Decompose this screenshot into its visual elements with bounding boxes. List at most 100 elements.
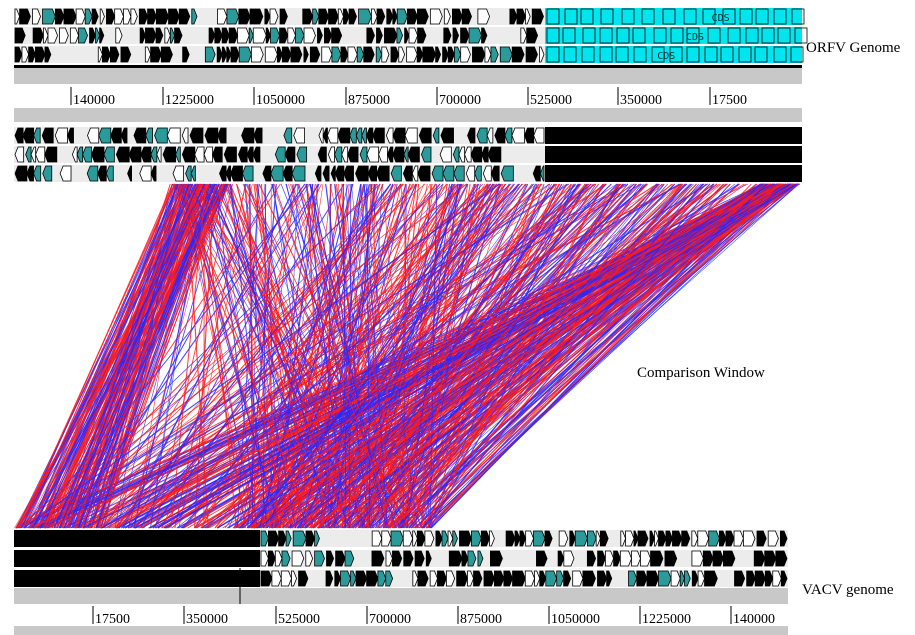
right-arrow-icon <box>221 27 230 44</box>
right-arrow-icon <box>684 570 691 587</box>
cds-feature-box <box>580 8 594 25</box>
match-line <box>369 183 563 529</box>
right-arrow-icon <box>442 46 449 63</box>
right-arrow-icon <box>326 550 335 567</box>
right-arrow-icon <box>216 46 223 63</box>
cds-feature-box <box>773 8 787 25</box>
left-arrow-icon <box>452 146 460 163</box>
right-arrow-icon <box>424 530 435 547</box>
match-line <box>253 183 605 529</box>
right-arrow-icon <box>343 8 350 25</box>
right-arrow-icon <box>264 8 271 25</box>
right-arrow-icon <box>725 530 735 547</box>
right-arrow-icon <box>191 8 198 25</box>
right-arrow-icon <box>226 8 240 25</box>
left-arrow-icon <box>318 127 324 144</box>
left-arrow-icon <box>189 127 204 144</box>
match-line <box>310 183 794 529</box>
right-arrow-icon <box>260 570 273 587</box>
left-arrow-icon <box>322 165 330 182</box>
cds-feature-box <box>599 27 613 44</box>
right-arrow-icon <box>42 8 56 25</box>
right-arrow-icon <box>120 46 132 63</box>
left-arrow-icon <box>175 146 181 163</box>
right-arrow-icon <box>544 530 553 547</box>
left-arrow-icon <box>314 165 322 182</box>
cds-feature-box <box>562 27 576 44</box>
match-line <box>80 183 275 529</box>
right-arrow-icon <box>264 46 278 63</box>
orfv-track-baseline <box>14 65 802 68</box>
right-arrow-icon <box>150 46 162 63</box>
right-arrow-icon <box>597 550 606 567</box>
match-line <box>206 183 768 529</box>
right-arrow-icon <box>249 8 264 25</box>
right-arrow-icon <box>574 530 588 547</box>
right-arrow-icon <box>697 530 710 547</box>
right-arrow-icon <box>291 570 297 587</box>
right-arrow-icon <box>473 570 483 587</box>
left-arrow-icon <box>366 146 380 163</box>
right-arrow-icon <box>305 530 316 547</box>
orfv-ruler-bar <box>14 68 802 84</box>
left-arrow-icon <box>110 127 122 144</box>
match-line <box>408 183 704 529</box>
left-arrow-icon <box>464 146 472 163</box>
match-line <box>427 183 605 529</box>
cds-feature-box <box>745 27 759 44</box>
right-arrow-icon <box>664 550 678 567</box>
left-arrow-icon <box>539 165 545 182</box>
left-arrow-icon <box>42 165 53 182</box>
match-line <box>428 183 574 529</box>
cds-feature-box <box>773 46 787 63</box>
left-arrow-icon <box>482 165 492 182</box>
match-line <box>32 183 216 529</box>
left-arrow-icon <box>14 127 24 144</box>
right-arrow-icon <box>102 46 111 63</box>
right-arrow-icon <box>460 27 470 44</box>
left-arrow-icon <box>392 146 405 163</box>
match-line <box>259 183 612 529</box>
match-line <box>279 183 344 529</box>
right-arrow-icon <box>483 570 495 587</box>
right-arrow-icon <box>385 550 393 567</box>
left-arrow-icon <box>156 146 162 163</box>
left-arrow-icon <box>376 165 390 182</box>
left-arrow-icon <box>334 146 343 163</box>
match-line <box>201 183 740 529</box>
right-arrow-icon <box>95 27 101 44</box>
ruler-tick-label: 525000 <box>530 93 572 108</box>
match-line <box>421 183 715 529</box>
match-line <box>78 183 190 529</box>
right-arrow-icon <box>520 27 528 44</box>
cds-region <box>545 27 802 44</box>
right-arrow-icon <box>303 27 316 44</box>
right-arrow-icon <box>390 46 400 63</box>
right-arrow-icon <box>702 550 714 567</box>
cds-feature-box <box>641 8 655 25</box>
right-arrow-icon <box>534 570 541 587</box>
left-arrow-icon <box>327 146 335 163</box>
match-line <box>430 183 767 529</box>
match-line <box>102 183 680 529</box>
cds-feature-box <box>755 8 769 25</box>
right-arrow-icon <box>586 550 597 567</box>
left-arrow-icon <box>120 127 128 144</box>
right-arrow-icon <box>563 570 572 587</box>
ruler-tick-label: 1225000 <box>165 93 214 108</box>
cds-feature-box <box>600 8 614 25</box>
match-line <box>62 183 182 529</box>
match-line <box>230 183 268 529</box>
match-line <box>402 183 454 529</box>
vacv-genome-panel: 17500 350000 525000 700000 875000 1050000 1225… <box>14 530 788 635</box>
match-line <box>154 183 233 529</box>
right-arrow-icon <box>481 27 488 44</box>
right-arrow-icon <box>398 46 406 63</box>
right-arrow-icon <box>780 570 788 587</box>
left-arrow-icon <box>44 146 58 163</box>
left-arrow-icon <box>439 146 452 163</box>
right-arrow-icon <box>447 46 455 63</box>
left-arrow-icon <box>442 165 455 182</box>
left-arrow-icon <box>225 165 231 182</box>
left-arrow-icon <box>533 127 545 144</box>
